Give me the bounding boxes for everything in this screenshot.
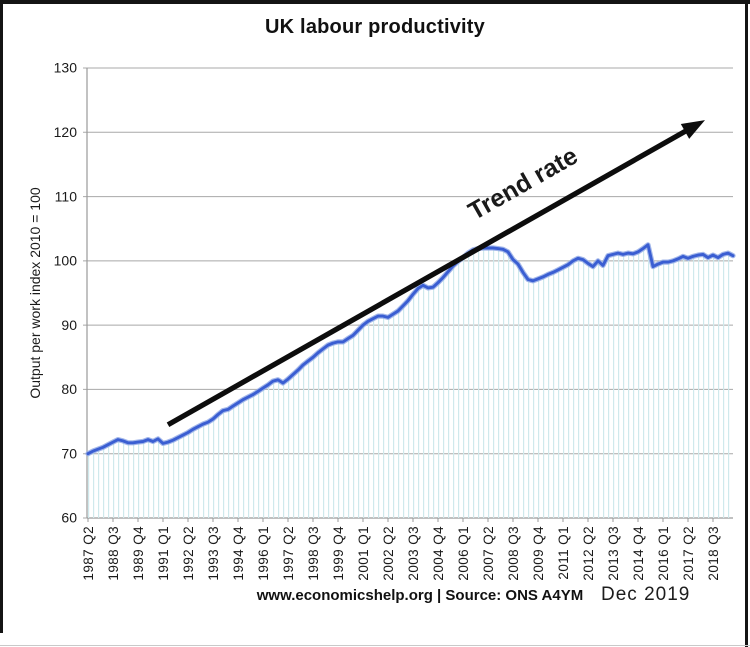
y-tick-label-80: 80 xyxy=(61,381,77,397)
productivity-line xyxy=(86,243,735,456)
x-tick-label: 2006 Q1 xyxy=(456,526,471,581)
trend-arrow-head xyxy=(680,120,705,139)
x-tick-label: 1989 Q4 xyxy=(131,526,146,581)
x-tick-label: 2014 Q4 xyxy=(631,526,646,581)
y-tick-label-60: 60 xyxy=(61,510,77,526)
trend-rate-label: Trend rate xyxy=(464,142,583,226)
chart-title: UK labour productivity xyxy=(265,16,485,38)
x-tick-label: 1991 Q1 xyxy=(156,526,171,581)
frame-border-right xyxy=(745,0,748,647)
y-tick-label-70: 70 xyxy=(61,445,77,461)
y-tick-label-120: 120 xyxy=(54,124,78,140)
x-tick-label: 1992 Q2 xyxy=(181,526,196,581)
x-tick-label: 1997 Q2 xyxy=(281,526,296,581)
x-tick-label: 2012 Q2 xyxy=(581,526,596,581)
x-tick-label: 2003 Q3 xyxy=(406,526,421,581)
x-tick-label: 2001 Q1 xyxy=(356,526,371,581)
x-tick-label: 1996 Q1 xyxy=(256,526,271,581)
x-tick-label: 2004 Q4 xyxy=(431,526,446,581)
y-tick-label-110: 110 xyxy=(55,188,78,204)
x-tick-label: 2017 Q2 xyxy=(681,526,696,581)
x-tick-label: 2009 Q4 xyxy=(531,526,546,581)
productivity-area xyxy=(88,244,733,519)
y-tick-label-130: 130 xyxy=(54,60,78,76)
x-tick-label: 1993 Q3 xyxy=(206,526,221,581)
x-tick-label: 2018 Q3 xyxy=(706,526,721,581)
x-tick-label: 2013 Q3 xyxy=(606,526,621,581)
x-tick-label: 2002 Q2 xyxy=(381,526,396,581)
x-tick-label: 1998 Q3 xyxy=(306,526,321,581)
x-tick-label: 2011 Q1 xyxy=(556,526,571,580)
source-credit: www.economicshelp.org | Source: ONS A4YM xyxy=(256,587,584,604)
x-tick-label: 1988 Q3 xyxy=(106,526,121,581)
trend-arrow xyxy=(166,125,694,428)
x-tick-label: 2007 Q2 xyxy=(481,526,496,581)
y-tick-label-100: 100 xyxy=(54,253,78,269)
x-tick-label: 1994 Q4 xyxy=(231,526,246,581)
x-tick-label: 1987 Q2 xyxy=(81,526,96,581)
date-label: Dec 2019 xyxy=(601,584,691,605)
y-tick-label-90: 90 xyxy=(61,317,77,333)
productivity-chart: 60 70 80 90 100 110 120 130 Output per work inde… xyxy=(27,60,736,581)
page-bottom-edge xyxy=(0,645,750,646)
x-tick-label: 2008 Q3 xyxy=(506,526,521,581)
frame-border-left xyxy=(0,0,3,633)
x-tick-label: 2016 Q1 xyxy=(656,526,671,581)
x-tick-label: 1999 Q4 xyxy=(331,526,346,581)
y-axis-title: Output per work index 2010 = 100 xyxy=(27,187,43,399)
frame-border-top xyxy=(0,0,750,4)
